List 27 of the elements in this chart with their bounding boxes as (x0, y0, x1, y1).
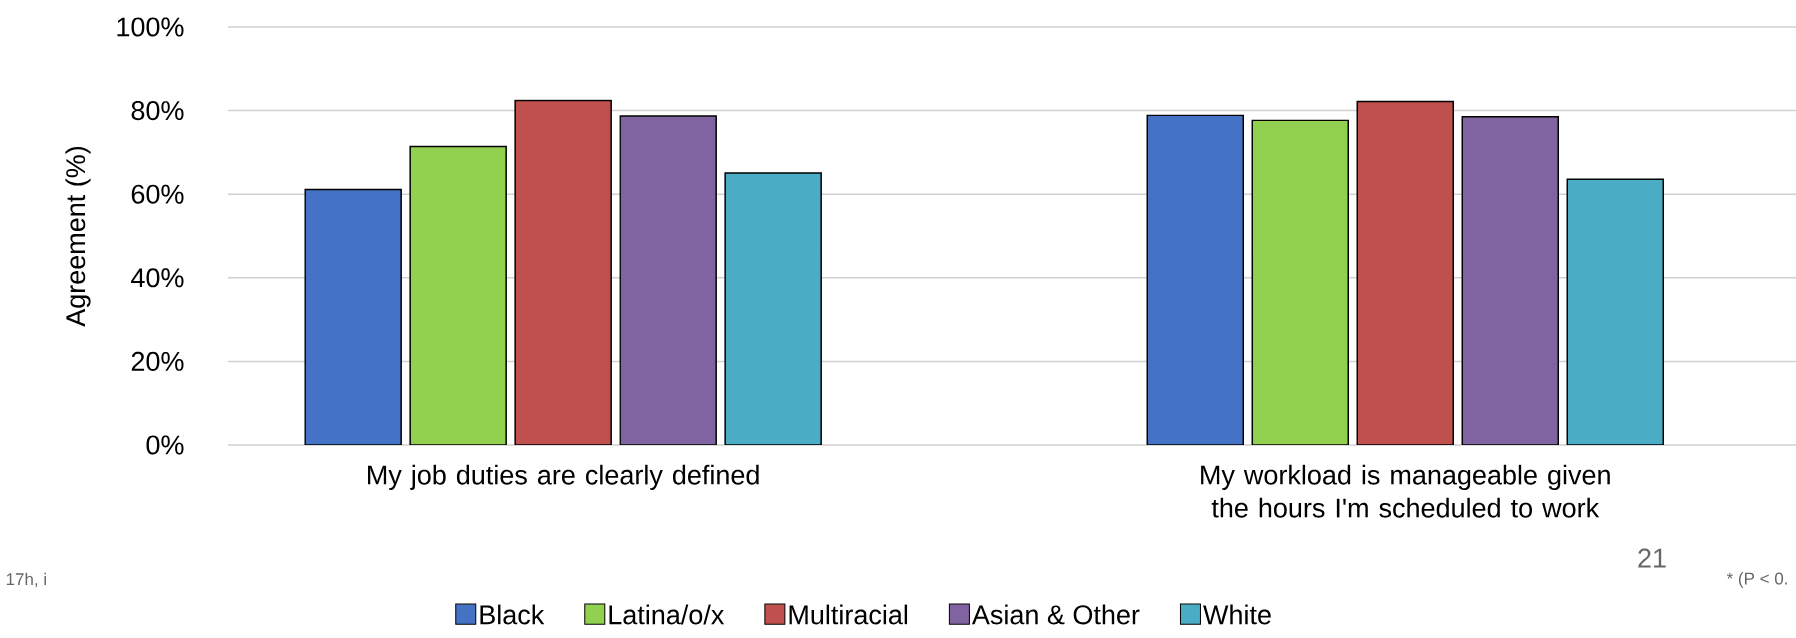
y-tick-label: 80% (131, 101, 184, 121)
y-tick-label: 60% (131, 184, 184, 204)
bar (409, 145, 507, 445)
text: 17h, i (6, 572, 46, 588)
y-axis-title: Agreement (%) (65, 146, 91, 327)
legend-label: Asian & Other (971, 604, 1140, 625)
text: * (P < 0. (1726, 572, 1787, 588)
legend-label: Multiracial (789, 604, 908, 625)
x-tick-label: My workload is manageable given the hours I'm scheduled to work (1201, 464, 1610, 518)
bar (724, 172, 822, 445)
legend-label: White (1203, 604, 1271, 625)
bar (619, 115, 717, 445)
bar (304, 188, 402, 445)
y-tick-label: 100% (117, 17, 184, 37)
bar (1566, 178, 1665, 445)
bar (1356, 100, 1455, 445)
y-tick-label: 40% (131, 268, 184, 288)
legend-label: Black (480, 604, 545, 625)
bar (514, 99, 612, 445)
bar (1461, 116, 1560, 445)
legend-label: Latina/o/x (609, 604, 725, 625)
x-tick-label: My job duties are clearly defined (368, 464, 759, 490)
text: 21 (1638, 548, 1666, 568)
y-tick-label: 20% (131, 351, 184, 371)
bar (1251, 119, 1350, 445)
bar (1146, 114, 1245, 445)
y-tick-label: 0% (146, 435, 184, 455)
